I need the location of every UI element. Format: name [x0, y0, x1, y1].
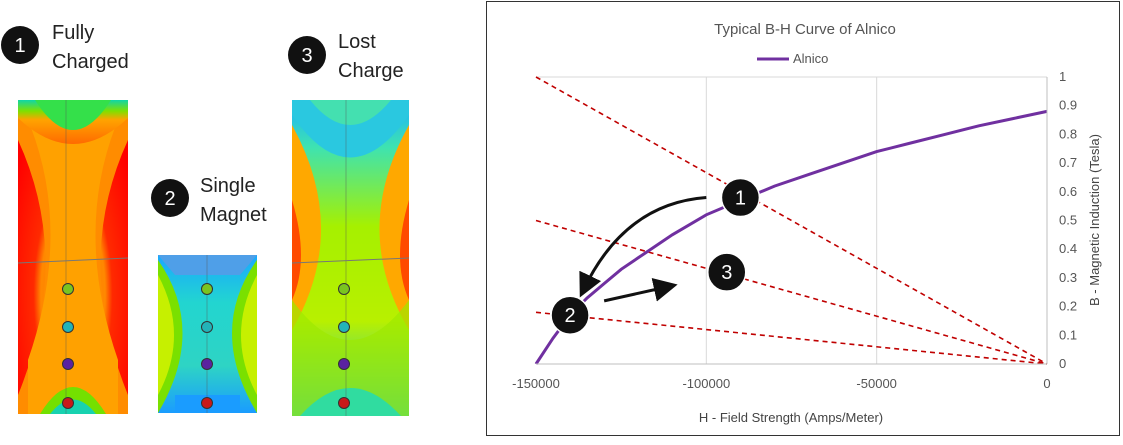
magnet-single	[158, 255, 257, 413]
x-tick-label: -50000	[856, 376, 896, 391]
legend: Alnico	[757, 51, 828, 66]
badge-2-number: 2	[164, 188, 175, 210]
magnet-fully-charged	[17, 100, 129, 414]
y-tick-label: 1	[1059, 69, 1066, 84]
magnet-illustration-panel: 1 Fully Charged 2 Single Magnet 3 Lost C…	[0, 0, 470, 440]
badge-3-number: 3	[301, 45, 312, 67]
load-line	[535, 76, 1048, 365]
x-tick-label: 0	[1043, 376, 1050, 391]
annotation-arrow	[603, 278, 678, 303]
y-tick-label: 0.1	[1059, 327, 1077, 342]
magnet-3-label-line1: Lost	[338, 31, 376, 53]
y-tick-label: 0.4	[1059, 241, 1077, 256]
load-line	[535, 311, 1048, 365]
bh-chart: Typical B-H Curve of Alnico Alnico -1500…	[512, 21, 1102, 425]
annotation-badge-icon	[550, 295, 590, 335]
chart-title: Typical B-H Curve of Alnico	[714, 21, 896, 38]
magnet-illustration: 1 Fully Charged 2 Single Magnet 3 Lost C…	[1, 22, 410, 416]
annotation-badge-number: 2	[565, 305, 576, 327]
y-tick-label: 0.7	[1059, 155, 1077, 170]
chart-axes: -150000 -100000 -50000 00 0.1 0.2 0.3 0.4 0.5 0.6…	[512, 69, 1077, 391]
badge-2-icon	[151, 179, 189, 217]
load-lines	[535, 76, 1048, 365]
magnet-3-label: 3 Lost Charge	[288, 31, 404, 82]
annotations: 1 2 3	[550, 177, 761, 335]
load-line	[535, 219, 1048, 365]
magnet-2-label-line2: Magnet	[200, 204, 267, 226]
y-tick-label: 0.5	[1059, 213, 1077, 228]
badge-3-icon	[288, 36, 326, 74]
magnet-lost-charge	[291, 100, 410, 416]
annotation-badge-icon	[720, 177, 761, 218]
annotation-badge-number: 1	[735, 188, 746, 210]
magnet-1-label-line2: Charged	[52, 51, 129, 73]
y-tick-label: 0.2	[1059, 299, 1077, 314]
magnet-1-label-line1: Fully	[52, 22, 94, 44]
bh-chart-panel: Typical B-H Curve of Alnico Alnico -1500…	[486, 1, 1120, 436]
magnet-2-label: 2 Single Magnet	[151, 175, 267, 226]
series-line-alnico	[534, 109, 1048, 365]
y-tick-label: 0.9	[1059, 98, 1077, 113]
magnet-1-label: 1 Fully Charged	[1, 22, 129, 73]
y-tick-label: 0	[1059, 356, 1066, 371]
y-tick-label: 0.3	[1059, 270, 1077, 285]
magnet-2-label-line1: Single	[200, 175, 256, 197]
x-tick-label: -150000	[512, 376, 560, 391]
magnet-3-label-line2: Charge	[338, 60, 404, 82]
badge-1-number: 1	[14, 35, 25, 57]
annotation-arrow	[579, 196, 707, 298]
badge-1-icon	[1, 26, 39, 64]
annotation-badge-icon	[707, 252, 747, 292]
x-tick-label: -100000	[682, 376, 730, 391]
legend-label: Alnico	[793, 51, 828, 66]
y-axis-label: B - Magnetic Induction (Tesla)	[1087, 134, 1102, 306]
y-tick-label: 0.6	[1059, 184, 1077, 199]
annotation-badge-number: 3	[721, 262, 732, 284]
x-axis-label: H - Field Strength (Amps/Meter)	[699, 410, 883, 425]
y-tick-label: 0.8	[1059, 126, 1077, 141]
series-group	[534, 109, 1048, 365]
